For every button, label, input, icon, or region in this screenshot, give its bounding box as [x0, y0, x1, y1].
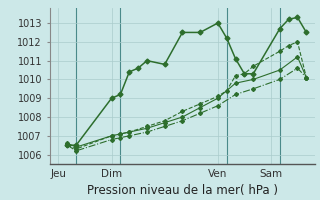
X-axis label: Pression niveau de la mer( hPa ): Pression niveau de la mer( hPa ) [87, 184, 278, 197]
